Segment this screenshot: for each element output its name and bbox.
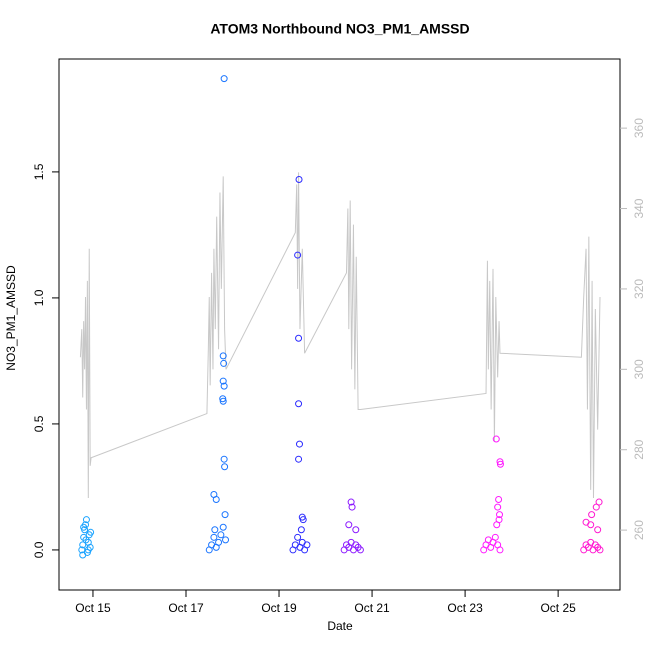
point bbox=[295, 455, 303, 463]
point bbox=[299, 516, 307, 524]
point bbox=[82, 516, 90, 524]
point bbox=[491, 533, 499, 541]
point bbox=[79, 541, 87, 549]
point bbox=[345, 521, 353, 529]
point bbox=[303, 541, 311, 549]
point bbox=[219, 395, 227, 403]
y2-tick-label: 320 bbox=[632, 279, 646, 299]
x-tick-label: Oct 23 bbox=[447, 601, 483, 615]
point bbox=[221, 463, 229, 471]
point bbox=[496, 546, 504, 554]
y-tick-label: 1.0 bbox=[32, 289, 46, 306]
y-axis-label: NO3_PM1_AMSSD bbox=[4, 265, 18, 371]
point bbox=[82, 536, 90, 544]
point bbox=[348, 503, 356, 511]
y2-tick-label: 260 bbox=[632, 520, 646, 540]
y2-tick-label: 300 bbox=[632, 359, 646, 379]
point bbox=[495, 496, 503, 504]
point bbox=[496, 460, 504, 468]
point bbox=[347, 498, 355, 506]
point bbox=[492, 435, 500, 443]
point bbox=[356, 546, 364, 554]
point bbox=[592, 503, 600, 511]
point bbox=[295, 175, 303, 183]
point bbox=[295, 400, 303, 408]
point bbox=[496, 511, 504, 519]
point bbox=[210, 533, 218, 541]
point bbox=[219, 397, 227, 405]
point bbox=[84, 546, 92, 554]
point bbox=[219, 523, 227, 531]
line bbox=[79, 172, 601, 498]
point bbox=[212, 496, 220, 504]
point bbox=[220, 382, 228, 390]
x-tick-label: Oct 15 bbox=[75, 601, 111, 615]
point bbox=[494, 503, 502, 511]
y-tick-label: 0.0 bbox=[32, 541, 46, 558]
plot-box bbox=[58, 58, 621, 591]
point bbox=[596, 546, 604, 554]
y2-tick-label: 340 bbox=[632, 198, 646, 218]
point bbox=[79, 551, 87, 559]
point bbox=[352, 526, 360, 534]
point bbox=[219, 377, 227, 385]
point bbox=[295, 440, 303, 448]
point bbox=[588, 511, 596, 519]
point bbox=[217, 531, 225, 539]
point bbox=[496, 458, 504, 466]
point bbox=[78, 546, 86, 554]
y-tick-label: 0.5 bbox=[32, 415, 46, 432]
point bbox=[297, 526, 305, 534]
point bbox=[221, 511, 229, 519]
x-tick-label: Oct 17 bbox=[168, 601, 204, 615]
point bbox=[87, 528, 95, 536]
point bbox=[80, 523, 88, 531]
point bbox=[220, 75, 228, 83]
point bbox=[220, 359, 228, 367]
point bbox=[211, 526, 219, 534]
point bbox=[294, 533, 302, 541]
point bbox=[493, 521, 501, 529]
x-axis-label: Date bbox=[327, 619, 353, 633]
point bbox=[222, 536, 230, 544]
x-tick-label: Oct 19 bbox=[261, 601, 297, 615]
y2-tick-label: 280 bbox=[632, 439, 646, 459]
x-tick-label: Oct 25 bbox=[540, 601, 576, 615]
point bbox=[215, 538, 223, 546]
point bbox=[594, 526, 602, 534]
point bbox=[587, 521, 595, 529]
y2-tick-label: 360 bbox=[632, 118, 646, 138]
point bbox=[294, 251, 302, 259]
x-tick-label: Oct 21 bbox=[354, 601, 390, 615]
point bbox=[295, 334, 303, 342]
point bbox=[219, 352, 227, 360]
point bbox=[220, 455, 228, 463]
y-tick-label: 1.5 bbox=[32, 163, 46, 180]
chart-title: ATOM3 Northbound NO3_PM1_AMSSD bbox=[210, 21, 469, 37]
